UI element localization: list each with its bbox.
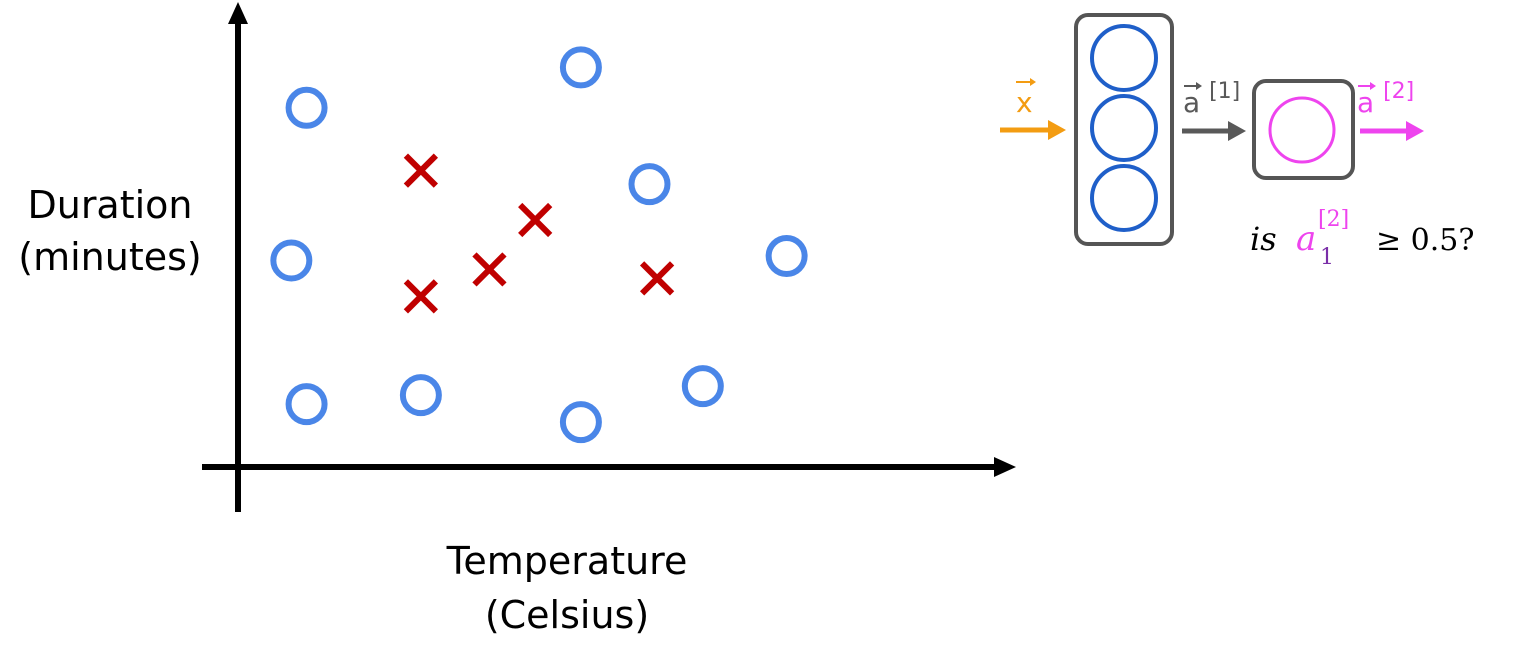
question-subscript: 1 xyxy=(1320,245,1334,270)
y-axis-arrowhead xyxy=(228,2,248,24)
hidden-node-1 xyxy=(1090,24,1158,92)
question-suffix: ≥ 0.5? xyxy=(1376,223,1474,258)
x-axis-label-line1: Temperature xyxy=(446,539,688,583)
hidden-node-2 xyxy=(1090,94,1158,162)
hidden-layer-box xyxy=(1074,13,1174,246)
circle-point-5 xyxy=(765,234,808,277)
scatter-points xyxy=(270,46,808,444)
cross-point-1 xyxy=(403,153,439,188)
input-vector-tip xyxy=(1030,78,1036,86)
circle-point-3 xyxy=(628,163,671,206)
circle-point-8 xyxy=(559,401,602,444)
output-node xyxy=(1268,96,1336,164)
hidden-to-output-arrowhead xyxy=(1228,121,1246,141)
y-axis-label-line2: (minutes) xyxy=(18,235,201,279)
output-activation-base: a xyxy=(1357,86,1374,119)
cross-point-3 xyxy=(472,252,507,287)
circle-point-1 xyxy=(285,86,328,129)
question-prefix: is xyxy=(1250,220,1277,258)
hidden-activation-label: a [1] xyxy=(1183,79,1240,119)
axes xyxy=(202,2,1016,512)
output-arrowhead xyxy=(1406,121,1424,141)
hidden-vector-tip xyxy=(1196,82,1202,90)
hidden-activation-sup: [1] xyxy=(1209,79,1240,104)
x-axis-label-line2: (Celsius) xyxy=(485,593,649,637)
input-arrowhead xyxy=(1048,120,1066,140)
output-layer-box xyxy=(1252,79,1355,180)
circle-point-7 xyxy=(399,374,442,417)
question-variable: a xyxy=(1296,219,1316,259)
x-axis-arrowhead xyxy=(994,457,1016,477)
y-axis-label-line1: Duration xyxy=(27,183,192,227)
cross-point-5 xyxy=(639,261,675,296)
hidden-activation-base: a xyxy=(1183,86,1200,119)
circle-point-6 xyxy=(285,383,328,426)
circle-point-9 xyxy=(681,365,724,408)
hidden-node-3 xyxy=(1090,164,1158,232)
input-vector-label: x xyxy=(1016,86,1033,119)
neural-network-diagram: x a [1] a [2] xyxy=(1000,13,1424,246)
question-superscript: [2] xyxy=(1318,207,1349,232)
output-activation-label: a [2] xyxy=(1357,79,1414,119)
circle-point-2 xyxy=(559,46,602,89)
circle-point-4 xyxy=(270,239,313,282)
output-activation-sup: [2] xyxy=(1383,79,1414,104)
cross-point-2 xyxy=(518,202,553,238)
threshold-question: is a [2] 1 ≥ 0.5? xyxy=(1250,207,1474,270)
output-vector-tip xyxy=(1370,82,1376,90)
cross-point-4 xyxy=(403,279,439,314)
